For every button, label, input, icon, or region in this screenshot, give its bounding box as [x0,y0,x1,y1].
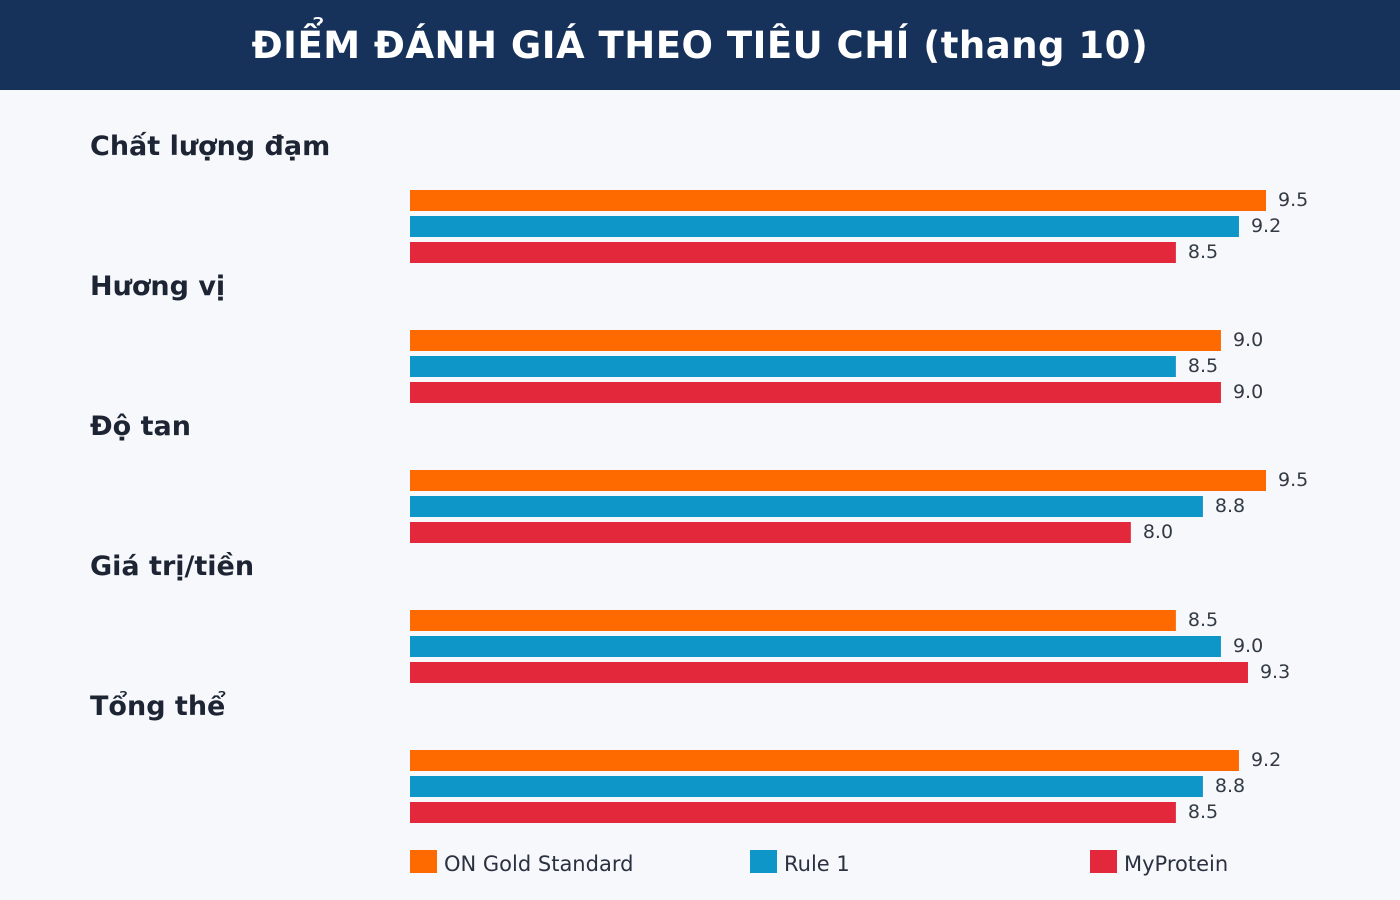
value-label: 9.0 [1233,381,1263,403]
bar [410,190,1266,211]
value-label: 9.2 [1251,215,1281,237]
legend-swatch [750,850,777,873]
bar [410,242,1176,263]
bar [410,636,1221,657]
value-label: 9.0 [1233,635,1263,657]
chart-title: ĐIỂM ĐÁNH GIÁ THEO TIÊU CHÍ (thang 10) [251,23,1149,67]
legend-label: ON Gold Standard [444,852,633,876]
value-label: 8.5 [1188,241,1218,263]
bar [410,382,1221,403]
bar [410,750,1239,771]
bar [410,330,1221,351]
value-label: 8.8 [1215,775,1245,797]
category-label: Chất lượng đạm [90,131,330,162]
bar [410,356,1176,377]
legend-swatch [410,850,437,873]
value-label: 9.5 [1278,469,1308,491]
bar [410,216,1239,237]
chart-header: ĐIỂM ĐÁNH GIÁ THEO TIÊU CHÍ (thang 10) [0,0,1400,90]
bar [410,802,1176,823]
bar [410,776,1203,797]
value-label: 9.2 [1251,749,1281,771]
legend-label: MyProtein [1124,852,1228,876]
bar [410,522,1131,543]
bar [410,470,1266,491]
value-label: 8.5 [1188,801,1218,823]
category-label: Tổng thể [90,689,226,722]
legend-swatch [1090,850,1117,873]
category-label: Hương vị [90,271,225,302]
value-label: 8.5 [1188,355,1218,377]
legend-label: Rule 1 [784,852,850,876]
category-label: Giá trị/tiền [90,551,254,582]
value-label: 9.3 [1260,661,1290,683]
value-label: 9.0 [1233,329,1263,351]
bar [410,662,1248,683]
bar [410,610,1176,631]
category-label: Độ tan [90,411,191,442]
value-label: 8.5 [1188,609,1218,631]
value-label: 8.0 [1143,521,1173,543]
value-label: 9.5 [1278,189,1308,211]
bar [410,496,1203,517]
value-label: 8.8 [1215,495,1245,517]
